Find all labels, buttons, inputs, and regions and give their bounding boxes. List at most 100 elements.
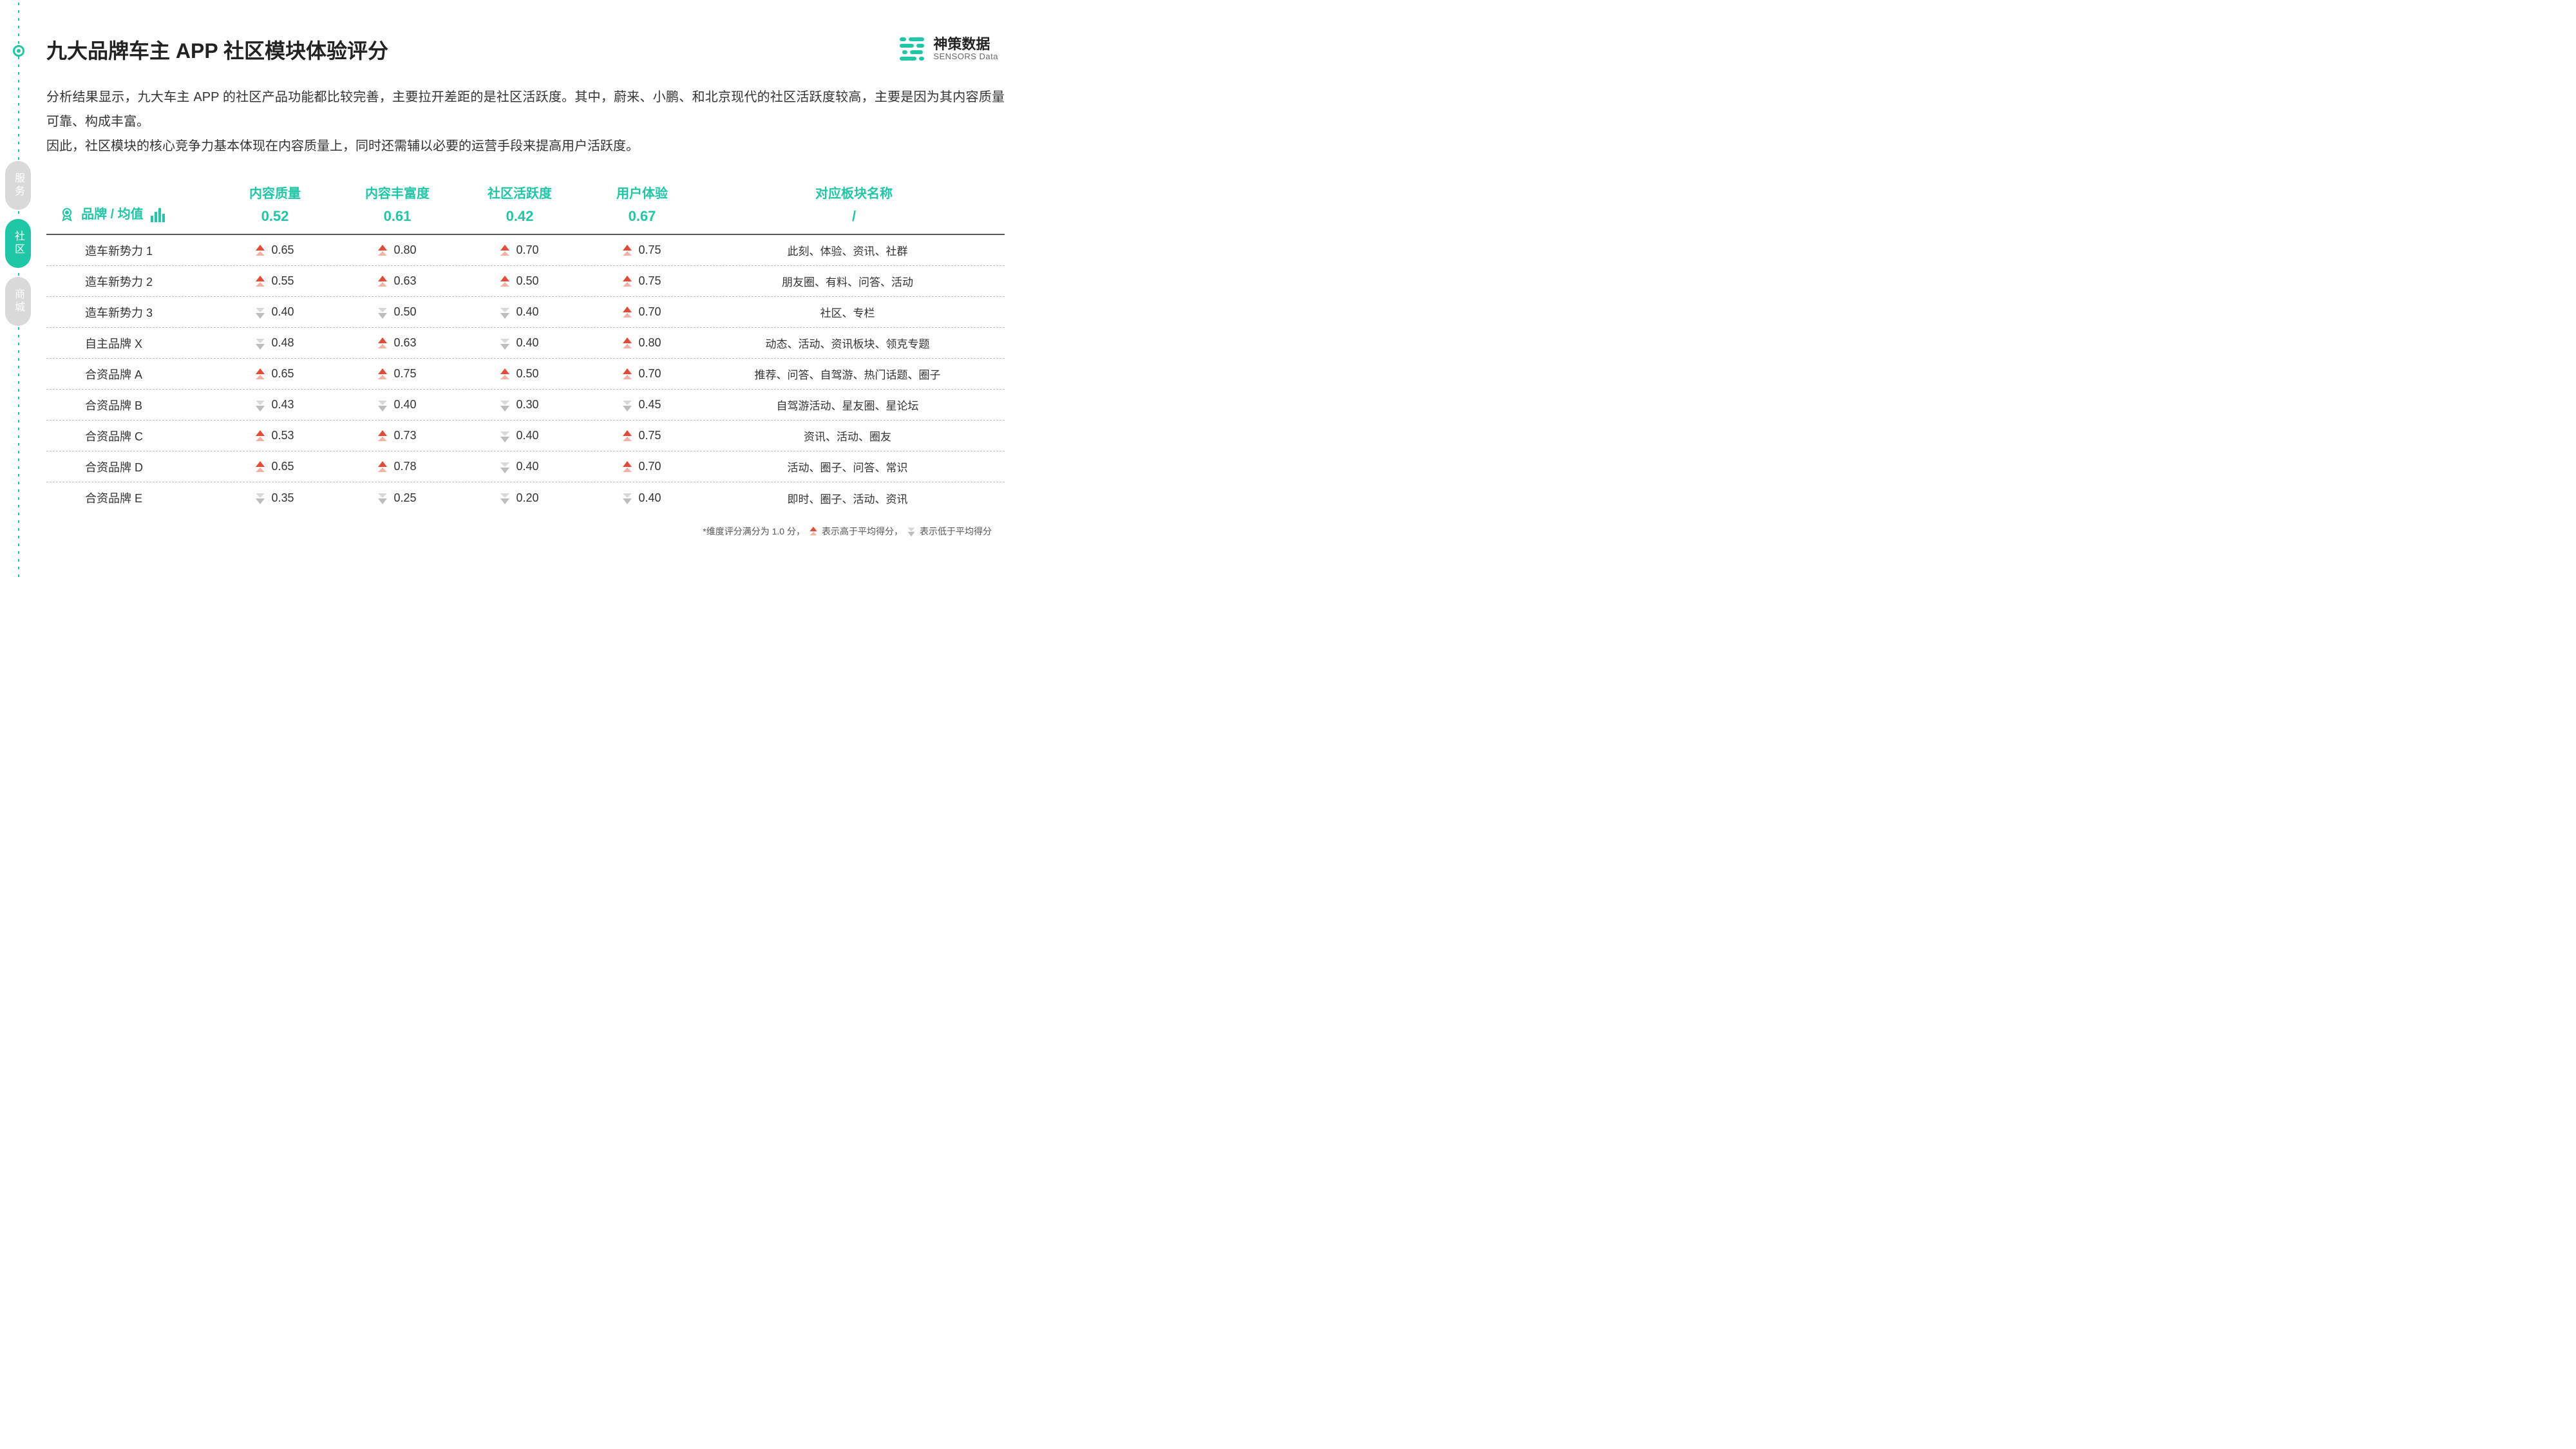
footnote: *维度评分满分为 1.0 分， 表示高于平均得分， 表示低于平均得分 xyxy=(46,525,1005,538)
value-cell: 0.80 xyxy=(581,336,703,350)
table-row: 合资品牌 E0.350.250.200.40即时、圈子、活动、资讯 xyxy=(46,482,1005,513)
value-text: 0.63 xyxy=(393,274,416,288)
table-row: 造车新势力 30.400.500.400.70社区、专栏 xyxy=(46,297,1005,328)
value-cell: 0.48 xyxy=(214,336,336,350)
up-arrow-icon xyxy=(623,245,632,256)
value-text: 0.70 xyxy=(516,243,538,257)
up-arrow-icon xyxy=(378,337,387,349)
value-text: 0.65 xyxy=(271,367,294,381)
up-arrow-icon xyxy=(378,430,387,442)
up-arrow-icon xyxy=(378,245,387,256)
brand-cell: 造车新势力 2 xyxy=(46,273,214,290)
section-cell: 社区、专栏 xyxy=(703,304,1005,320)
up-arrow-icon xyxy=(256,245,265,256)
value-cell: 0.40 xyxy=(336,398,459,412)
value-text: 0.30 xyxy=(516,398,538,412)
value-cell: 0.40 xyxy=(459,336,581,350)
value-text: 0.70 xyxy=(638,305,661,319)
section-cell: 即时、圈子、活动、资讯 xyxy=(703,490,1005,506)
value-text: 0.50 xyxy=(516,367,538,381)
side-tab-服务[interactable]: 服务 xyxy=(5,161,31,210)
table-body: 造车新势力 10.650.800.700.75此刻、体验、资讯、社群造车新势力 … xyxy=(46,235,1005,513)
down-arrow-icon xyxy=(256,492,265,504)
side-tab-商城[interactable]: 商城 xyxy=(5,277,31,326)
table-row: 造车新势力 20.550.630.500.75朋友圈、有料、问答、活动 xyxy=(46,266,1005,297)
brand-cell: 合资品牌 B xyxy=(46,397,214,413)
value-cell: 0.55 xyxy=(214,274,336,288)
col-header: 对应板块名称 / xyxy=(703,183,1005,225)
down-arrow-icon xyxy=(256,337,265,349)
section-cell: 自驾游活动、星友圈、星论坛 xyxy=(703,397,1005,413)
value-cell: 0.65 xyxy=(214,460,336,473)
brand-cell: 合资品牌 A xyxy=(46,366,214,383)
value-cell: 0.53 xyxy=(214,429,336,442)
main-content: 九大品牌车主 APP 社区模块体验评分 分析结果显示，九大车主 APP 的社区产… xyxy=(46,35,1005,538)
chart-icon xyxy=(150,208,166,222)
section-cell: 朋友圈、有料、问答、活动 xyxy=(703,273,1005,289)
value-cell: 0.43 xyxy=(214,398,336,412)
down-arrow-icon xyxy=(500,337,509,349)
value-text: 0.40 xyxy=(516,305,538,319)
value-cell: 0.40 xyxy=(459,460,581,473)
value-text: 0.80 xyxy=(638,336,661,350)
up-arrow-icon xyxy=(623,368,632,380)
value-cell: 0.25 xyxy=(336,491,459,505)
value-cell: 0.80 xyxy=(336,243,459,257)
value-cell: 0.73 xyxy=(336,429,459,442)
col-header: 社区活跃度 0.42 xyxy=(459,183,581,225)
value-cell: 0.40 xyxy=(214,305,336,319)
brand-cell: 造车新势力 3 xyxy=(46,304,214,321)
score-table: 品牌 / 均值 内容质量 0.52 内容丰富度 0.61 社区活跃度 0.42 xyxy=(46,178,1005,513)
description: 分析结果显示，九大车主 APP 的社区产品功能都比较完善，主要拉开差距的是社区活… xyxy=(46,85,1005,158)
table-row: 合资品牌 B0.430.400.300.45自驾游活动、星友圈、星论坛 xyxy=(46,390,1005,421)
value-text: 0.63 xyxy=(393,336,416,350)
value-text: 0.53 xyxy=(271,429,294,442)
side-tab-社区[interactable]: 社区 xyxy=(5,219,31,268)
down-arrow-icon xyxy=(500,399,509,411)
footnote-prefix: *维度评分满分为 1.0 分， xyxy=(703,525,805,538)
section-cell: 此刻、体验、资讯、社群 xyxy=(703,242,1005,258)
value-cell: 0.30 xyxy=(459,398,581,412)
up-arrow-icon xyxy=(256,276,265,287)
table-header: 品牌 / 均值 内容质量 0.52 内容丰富度 0.61 社区活跃度 0.42 xyxy=(46,178,1005,235)
table-row: 合资品牌 D0.650.780.400.70活动、圈子、问答、常识 xyxy=(46,451,1005,482)
value-text: 0.78 xyxy=(393,460,416,473)
value-text: 0.48 xyxy=(271,336,294,350)
brand-header-label: 品牌 / 均值 xyxy=(81,204,144,222)
description-line-2: 因此，社区模块的核心竞争力基本体现在内容质量上，同时还需辅以必要的运营手段来提高… xyxy=(46,134,1005,158)
value-cell: 0.40 xyxy=(459,305,581,319)
up-arrow-icon xyxy=(623,461,632,473)
value-cell: 0.70 xyxy=(459,243,581,257)
footnote-down-text: 表示低于平均得分 xyxy=(920,525,992,538)
value-cell: 0.70 xyxy=(581,367,703,381)
value-text: 0.55 xyxy=(271,274,294,288)
brand-cell: 自主品牌 X xyxy=(46,335,214,352)
section-cell: 活动、圈子、问答、常识 xyxy=(703,459,1005,475)
value-text: 0.43 xyxy=(271,398,294,412)
value-cell: 0.65 xyxy=(214,243,336,257)
value-text: 0.40 xyxy=(516,460,538,473)
col-header: 用户体验 0.67 xyxy=(581,183,703,225)
table-row: 合资品牌 C0.530.730.400.75资讯、活动、圈友 xyxy=(46,421,1005,451)
up-arrow-icon xyxy=(623,337,632,349)
up-arrow-icon xyxy=(256,368,265,380)
value-text: 0.40 xyxy=(516,429,538,442)
value-text: 0.75 xyxy=(638,429,661,442)
table-row: 自主品牌 X0.480.630.400.80动态、活动、资讯板块、领克专题 xyxy=(46,328,1005,359)
down-arrow-icon xyxy=(623,399,632,411)
up-arrow-icon xyxy=(500,276,509,287)
value-text: 0.20 xyxy=(516,491,538,505)
up-arrow-icon xyxy=(500,368,509,380)
up-arrow-icon xyxy=(256,461,265,473)
value-cell: 0.65 xyxy=(214,367,336,381)
value-cell: 0.78 xyxy=(336,460,459,473)
up-arrow-icon xyxy=(378,461,387,473)
table-row: 造车新势力 10.650.800.700.75此刻、体验、资讯、社群 xyxy=(46,235,1005,266)
value-cell: 0.75 xyxy=(581,274,703,288)
brand-cell: 合资品牌 D xyxy=(46,459,214,475)
value-text: 0.40 xyxy=(638,491,661,505)
down-arrow-icon xyxy=(623,492,632,504)
value-text: 0.70 xyxy=(638,367,661,381)
brand-header: 品牌 / 均值 xyxy=(46,183,214,225)
value-cell: 0.50 xyxy=(459,367,581,381)
